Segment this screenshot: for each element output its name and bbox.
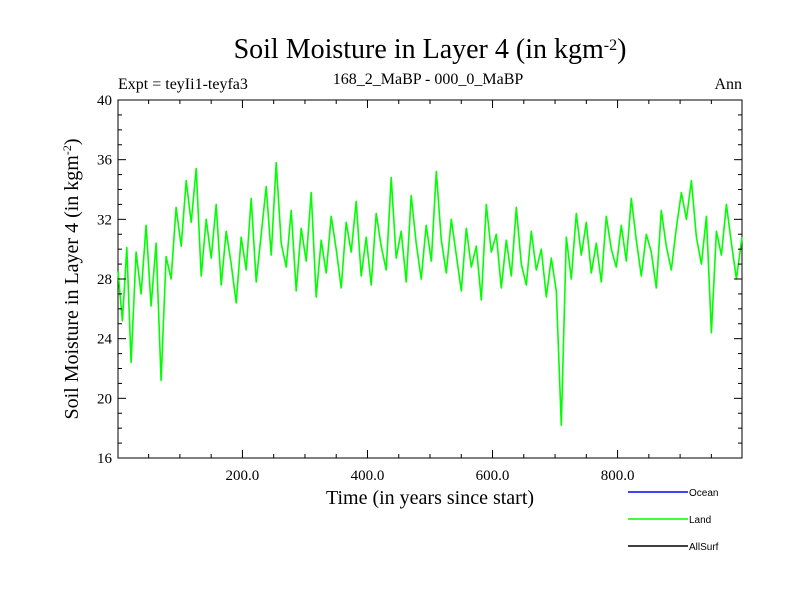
x-axis-label: Time (in years since start) [326,487,534,509]
tick-layer: 200.0 400.0 600.0 800.0 16 20 24 28 32 36 40 [97,93,742,484]
series-line-land [117,161,743,427]
x-tick-label: 800.0 [601,468,635,484]
x-tick-label: 200.0 [226,468,260,484]
subtitle-center: 168_2_MaBP - 000_0_MaBP [333,71,524,88]
chart-title: Soil Moisture in Layer 4 (in kgm-2) [234,34,627,65]
y-tick-label: 16 [97,451,113,467]
legend-label-land: Land [689,515,711,526]
series-layer [117,161,743,427]
legend-label-allsurf: AllSurf [689,542,719,553]
legend-label-ocean: Ocean [689,488,718,499]
y-tick-label: 32 [97,212,112,228]
y-tick-label: 36 [97,153,113,169]
subtitle-left: Expt = teyIi1-teyfa3 [118,76,248,93]
legend: Ocean Land AllSurf [628,488,719,553]
y-tick-label: 20 [97,391,112,407]
y-tick-label: 40 [97,93,112,109]
x-tick-label: 400.0 [351,468,385,484]
subtitle-right: Ann [714,76,742,93]
x-tick-label: 600.0 [476,468,510,484]
y-axis-label: Soil Moisture in Layer 4 (in kgm-2) [60,138,83,419]
y-tick-label: 28 [97,272,112,288]
y-tick-label: 24 [97,332,113,348]
plot-frame [117,99,743,459]
